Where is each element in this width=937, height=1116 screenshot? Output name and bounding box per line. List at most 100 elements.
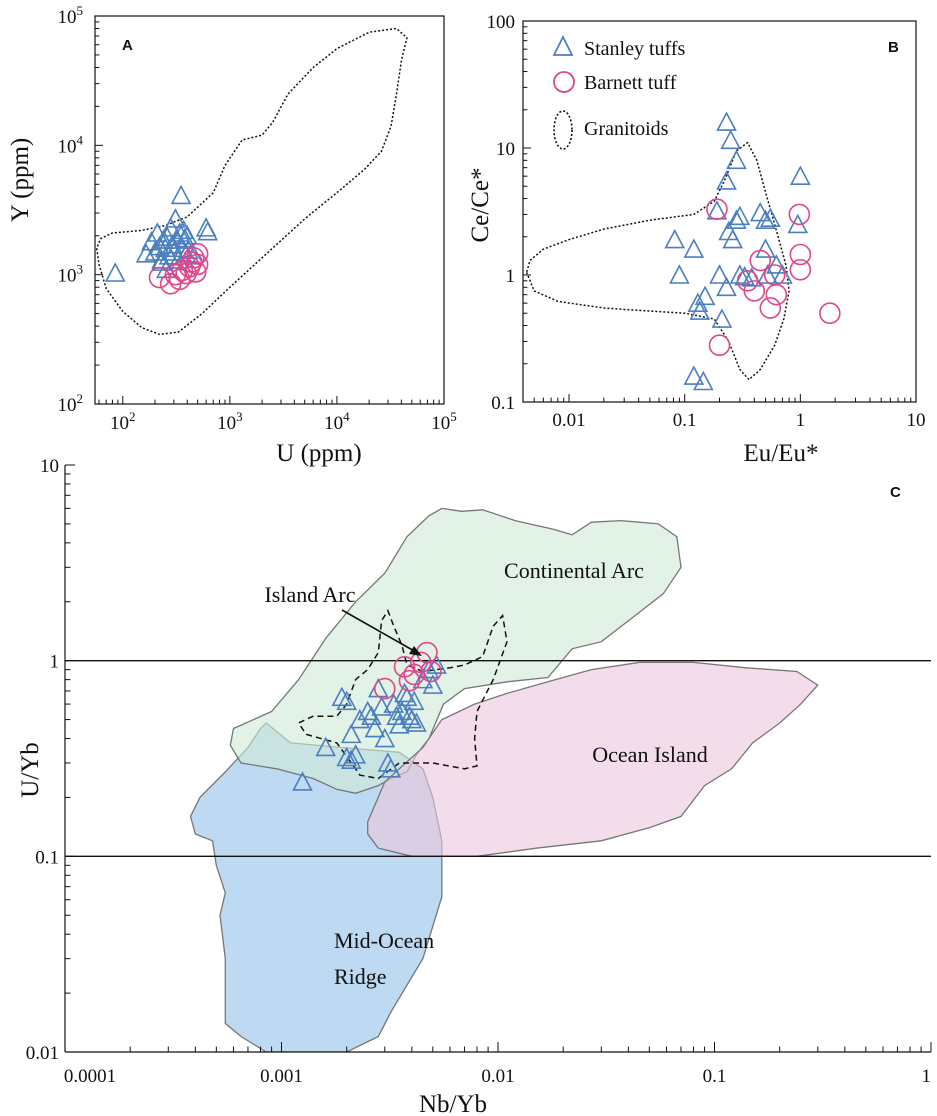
- stanley-tuff-point: [380, 758, 402, 778]
- label-mid-ocean-ridge-line2: Ridge: [334, 964, 387, 989]
- barnett-tuff-point: [819, 302, 841, 325]
- stanley-tuff-point: [357, 700, 378, 721]
- panel-b-x-tick-label: 0.01: [552, 410, 585, 431]
- stanley-tuff-point: [716, 276, 737, 297]
- barnett-tuff-point: [186, 242, 209, 265]
- barnett-tuff-point: [182, 247, 205, 269]
- legend-granitoids-label: Granitoids: [584, 118, 669, 140]
- stanley-tuff-point: [729, 264, 751, 284]
- stanley-tuff-point: [292, 771, 313, 791]
- stanley-tuff-point: [422, 674, 444, 694]
- stanley-tuff-point: [412, 668, 434, 689]
- stanley-tuff-point: [401, 708, 423, 729]
- stanley-tuff-point: [331, 686, 353, 707]
- stanley-tuff-point: [345, 744, 366, 764]
- panel-c-y-tick-label: 0.1: [35, 847, 59, 868]
- panel-b-y-tick-label: 1: [506, 266, 516, 287]
- barnett-tuff-point: [765, 283, 788, 306]
- legend-barnett-label: Barnett tuff: [584, 72, 677, 94]
- granitoid-field: [525, 141, 790, 381]
- stanley-tuff-point: [720, 129, 742, 150]
- stanley-tuff-point: [336, 746, 358, 767]
- stanley-tuff-point: [766, 254, 787, 274]
- barnett-tuff-point: [789, 243, 812, 266]
- barnett-tuff-point: [759, 297, 782, 319]
- barnett-tuff-point: [789, 258, 812, 281]
- stanley-tuff-point: [315, 736, 337, 757]
- legend: Stanley tuffs Barnett tuff Granitoids: [552, 34, 686, 150]
- island-arc-arrow-line: [341, 609, 417, 653]
- stanley-tuff-point: [197, 220, 218, 241]
- stanley-tuff-point: [734, 265, 755, 286]
- panel-b-x-tick-label: 0.1: [673, 410, 697, 431]
- panel-a-letter: A: [122, 37, 133, 54]
- label-mid-ocean-ridge-line1: Mid-Ocean: [334, 928, 434, 953]
- stanley-tuff-point: [151, 251, 172, 271]
- legend-granitoids-marker: [553, 110, 573, 150]
- barnett-tuff-point: [398, 669, 421, 692]
- stanley-tuff-point: [104, 262, 126, 282]
- stanley-tuff-point: [374, 727, 396, 748]
- stanley-tuff-point: [336, 690, 358, 711]
- panel-a-x-tick-label: 105: [431, 409, 457, 434]
- label-ocean-island: Ocean Island: [592, 742, 707, 767]
- panel-c-y-axis-title: U/Yb: [17, 742, 44, 798]
- stanley-tuff-point: [664, 228, 686, 249]
- panel-a-x-tick-label: 103: [217, 409, 243, 434]
- panel-b-y-tick-label: 100: [487, 12, 516, 33]
- stanley-tuff-point: [693, 370, 714, 391]
- continental-arc-field: [229, 507, 682, 794]
- stanley-tuff-point: [683, 238, 705, 258]
- panel-a-y-tick-label: 103: [58, 262, 84, 287]
- barnett-tuff-point: [186, 253, 209, 276]
- stanley-tuff-point: [694, 285, 716, 306]
- stanley-tuff-point: [340, 749, 362, 769]
- stanley-tuff-point: [726, 149, 747, 170]
- panel-c-y-tick-label: 10: [40, 456, 59, 477]
- island-arc-arrow-head: [409, 646, 422, 656]
- panel-b-x-tick-label: 10: [907, 410, 926, 431]
- stanley-tuff-point: [669, 264, 690, 284]
- panel-a-y-tick-label: 104: [58, 132, 84, 157]
- panel-c-x-tick-label: 1: [922, 1066, 932, 1087]
- barnett-tuff-point: [743, 280, 766, 302]
- stanley-tuff-point: [755, 238, 776, 258]
- panel-b-x-axis-title: Eu/Eu*: [744, 440, 819, 467]
- stanley-tuff-point: [759, 207, 781, 228]
- panel-b-y-axis-title: Ce/Ce*: [467, 168, 494, 243]
- stanley-tuff-point: [153, 229, 174, 249]
- panel-c-y-tick-label: 1: [50, 652, 60, 673]
- panel-a-x-axis-title: U (ppm): [276, 440, 361, 467]
- legend-stanley-label: Stanley tuffs: [584, 38, 686, 60]
- label-island-arc: Island Arc: [264, 582, 355, 607]
- barnett-tuff-point: [164, 263, 187, 286]
- legend-stanley-marker: [552, 34, 574, 56]
- panel-a-y-tick-label: 102: [58, 391, 84, 416]
- stanley-tuff-point: [729, 205, 751, 226]
- stanley-tuff-point: [683, 365, 705, 385]
- stanley-tuff-point: [711, 308, 733, 328]
- panel-a-x-tick-label: 104: [324, 409, 350, 434]
- panel-c-x-axis-title: Nb/Yb: [419, 1091, 487, 1116]
- panel-b-x-tick-label: 1: [796, 410, 806, 431]
- stanley-tuff-point: [722, 228, 744, 249]
- stanley-tuff-point: [726, 209, 747, 230]
- island-arc-field: [297, 609, 508, 780]
- stanley-tuff-point: [418, 658, 440, 679]
- stanley-tuff-point: [716, 170, 737, 190]
- panel-a: 102 103 104 105 102 103 104 105 A U (ppm) Y (pp…: [7, 3, 457, 467]
- barnett-tuff-point: [706, 198, 728, 220]
- stanley-tuff-point: [170, 184, 192, 205]
- barnett-tuff-point: [373, 677, 396, 700]
- barnett-tuff-point: [403, 663, 425, 686]
- stanley-tuff-point: [772, 264, 793, 284]
- barnett-tuff-point: [171, 259, 194, 282]
- panel-b-y-tick-label: 10: [496, 139, 515, 160]
- panel-c-x-tick-label: 0.0001: [64, 1066, 116, 1087]
- stanley-tuff-point: [755, 209, 776, 230]
- stanley-tuff-point: [716, 111, 737, 131]
- stanley-tuff-point: [371, 696, 392, 716]
- stanley-tuff-point: [790, 165, 811, 185]
- stanley-tuff-point: [364, 717, 386, 738]
